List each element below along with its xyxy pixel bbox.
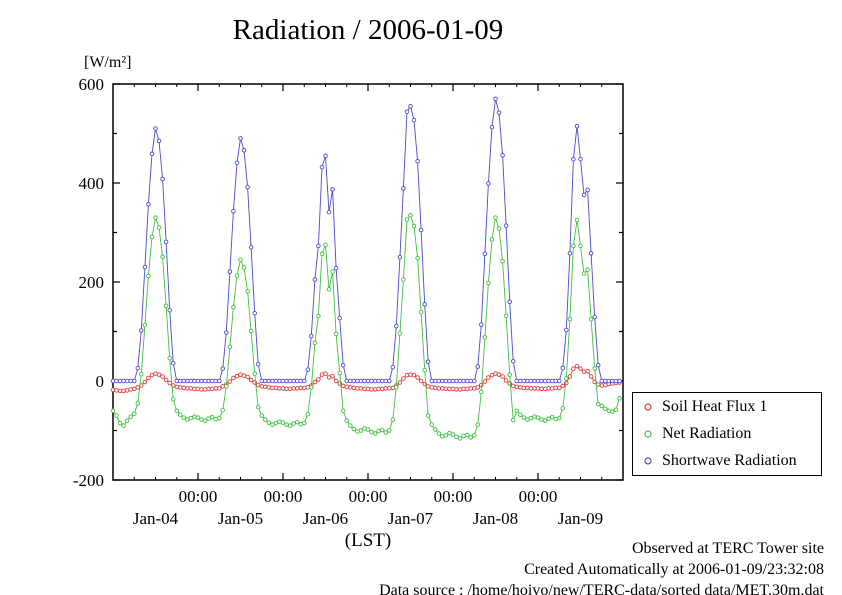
x-tick-label: 00:00 [349, 487, 388, 506]
y-tick-label: 200 [79, 273, 105, 292]
y-axis-unit-label: [W/m²] [84, 54, 132, 71]
y-tick-label: 600 [79, 75, 105, 94]
x-tick-label: 00:00 [519, 487, 558, 506]
footer: Observed at TERC Tower site Created Auto… [379, 538, 824, 595]
legend-label: Shortwave Radiation [662, 452, 797, 470]
footer-datasource-line: Data source : /home/hoivo/new/TERC-data/… [379, 582, 824, 595]
x-day-label: Jan-05 [218, 509, 263, 528]
footer-created-line: Created Automatically at 2006-01-09/23:3… [524, 561, 824, 578]
x-day-label: Jan-07 [388, 509, 434, 528]
chart-title: Radiation / 2006-01-09 [232, 14, 504, 46]
legend: Soil Heat Flux 1 Net Radiation Shortwave… [632, 392, 822, 476]
legend-item-shortwave-radiation: Shortwave Radiation [642, 452, 821, 470]
legend-label: Net Radiation [662, 424, 752, 442]
y-tick-label: 400 [79, 174, 105, 193]
x-day-label: Jan-09 [558, 509, 603, 528]
legend-item-soil-heat-flux: Soil Heat Flux 1 [642, 398, 821, 416]
x-day-label: Jan-06 [303, 509, 348, 528]
x-axis-label: (LST) [344, 530, 392, 551]
legend-label: Soil Heat Flux 1 [662, 397, 768, 415]
shortwave-radiation-marker-icon [644, 457, 652, 465]
footer-observed-line: Observed at TERC Tower site [631, 540, 824, 557]
y-tick-label: 0 [96, 372, 105, 391]
series-net-radiation [110, 212, 622, 441]
x-tick-label: 00:00 [264, 487, 303, 506]
y-tick-label: -200 [73, 471, 104, 490]
x-day-label: Jan-08 [473, 509, 518, 528]
soil-heat-flux-marker-icon [644, 403, 652, 411]
series-shortwave-radiation [110, 96, 622, 384]
y-axis: -200 0 200 400 600 [73, 75, 623, 490]
x-day-label: Jan-04 [133, 509, 179, 528]
x-tick-label: 00:00 [434, 487, 473, 506]
series-soil-heat-flux-1 [110, 363, 622, 394]
legend-item-net-radiation: Net Radiation [642, 425, 821, 443]
net-radiation-marker-icon [644, 430, 652, 438]
x-tick-label: 00:00 [179, 487, 218, 506]
